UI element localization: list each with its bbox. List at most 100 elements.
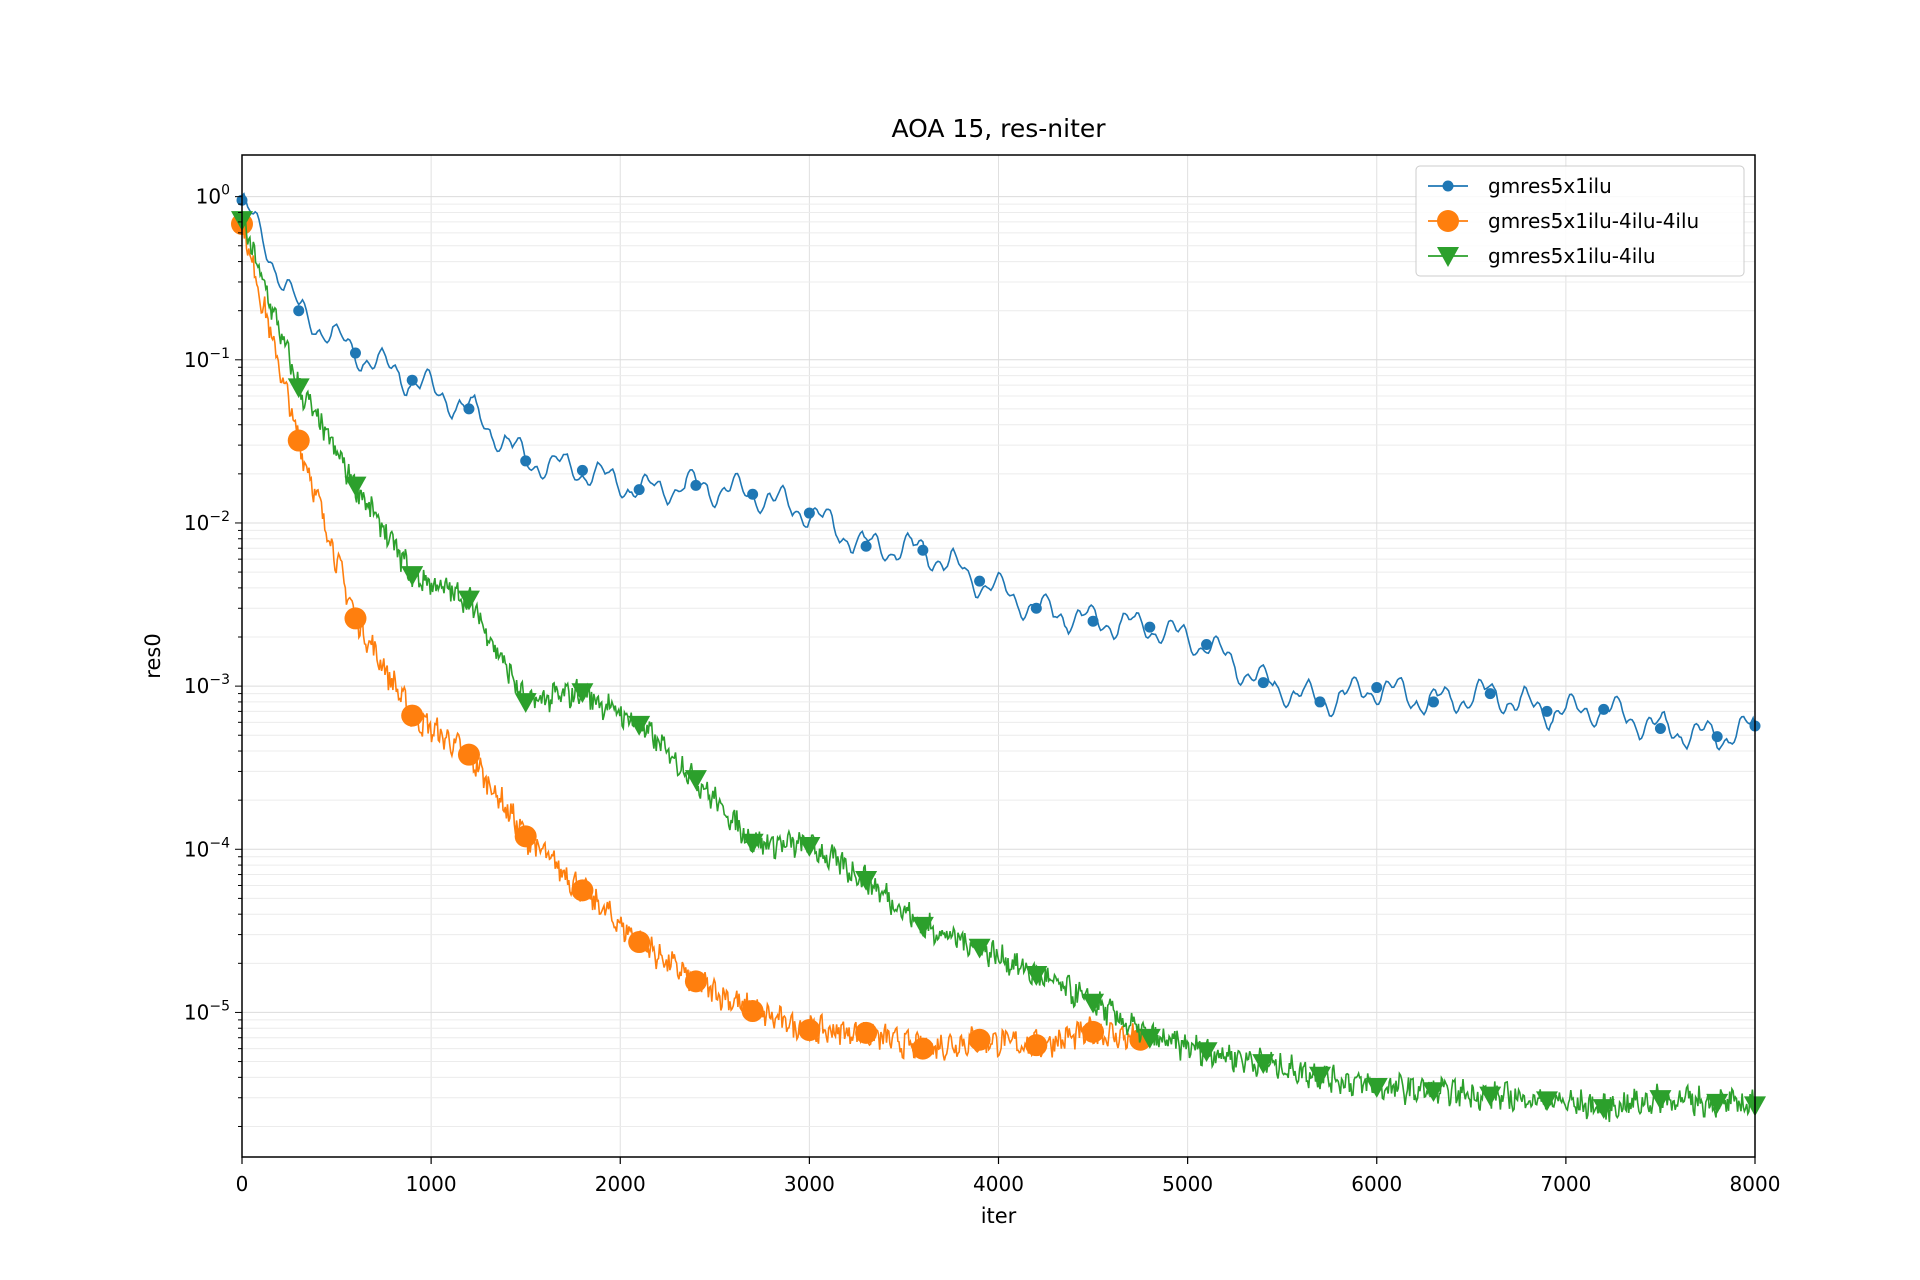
data-point-marker bbox=[1706, 1093, 1729, 1114]
data-point-marker bbox=[1479, 1086, 1502, 1107]
legend-marker bbox=[1437, 247, 1459, 267]
data-point-marker bbox=[401, 704, 424, 727]
x-tick-label: 6000 bbox=[1351, 1172, 1402, 1196]
series-gmres5x1ilu bbox=[236, 192, 1761, 751]
data-point-marker bbox=[1252, 1054, 1275, 1074]
data-point-marker bbox=[1087, 615, 1099, 627]
data-point-marker bbox=[344, 476, 367, 497]
x-axis-label: iter bbox=[981, 1204, 1017, 1228]
x-tick-label: 4000 bbox=[973, 1172, 1024, 1196]
legend-label: gmres5x1ilu-4ilu-4ilu bbox=[1488, 209, 1699, 233]
y-tick-label: 10−3 bbox=[184, 672, 230, 698]
y-tick-label: 10−1 bbox=[184, 346, 230, 372]
y-tick-label: 10−5 bbox=[184, 998, 230, 1024]
data-point-marker bbox=[463, 403, 475, 415]
x-tick-label: 5000 bbox=[1162, 1172, 1213, 1196]
data-point-marker bbox=[803, 507, 815, 519]
x-tick-label: 2000 bbox=[595, 1172, 646, 1196]
data-point-marker bbox=[514, 693, 537, 713]
x-tick-label: 7000 bbox=[1540, 1172, 1591, 1196]
x-tick-label: 0 bbox=[236, 1172, 249, 1196]
data-point-marker bbox=[514, 825, 537, 848]
data-point-marker bbox=[1025, 1034, 1048, 1057]
data-point-marker bbox=[1257, 677, 1269, 689]
data-point-marker bbox=[1422, 1082, 1445, 1102]
chart-title: AOA 15, res-niter bbox=[891, 114, 1106, 143]
series-line bbox=[241, 212, 1756, 1123]
data-point-marker bbox=[1138, 1028, 1161, 1049]
legend-item: gmres5x1ilu-4ilu-4ilu bbox=[1428, 209, 1699, 233]
data-point-marker bbox=[974, 575, 986, 587]
x-tick-label: 3000 bbox=[784, 1172, 835, 1196]
data-point-marker bbox=[349, 347, 361, 359]
legend-box bbox=[1415, 165, 1745, 277]
data-point-marker bbox=[741, 833, 764, 854]
ticks: 0 1000 2000 3000 4000 5000 6000 7000 8000 100 10−1… bbox=[184, 183, 1781, 1196]
legend-marker bbox=[1442, 180, 1454, 192]
data-point-marker bbox=[690, 479, 702, 491]
data-point-marker bbox=[1654, 722, 1666, 734]
legend-item: gmres5x1ilu bbox=[1428, 174, 1612, 198]
data-point-marker bbox=[287, 429, 310, 452]
data-point-marker bbox=[855, 1021, 878, 1044]
data-point-marker bbox=[968, 1028, 991, 1051]
data-point-marker bbox=[1030, 602, 1042, 614]
data-point-marker bbox=[571, 879, 594, 902]
legend-label: gmres5x1ilu-4ilu bbox=[1488, 244, 1656, 268]
y-tick-label: 100 bbox=[196, 183, 230, 209]
data-point-marker bbox=[1314, 696, 1326, 708]
data-point-marker bbox=[1598, 703, 1610, 715]
series-gmres5x1ilu-4ilu bbox=[231, 211, 1766, 1123]
data-point-marker bbox=[1371, 682, 1383, 694]
data-point-marker bbox=[1144, 621, 1156, 633]
data-point-marker bbox=[457, 590, 480, 611]
data-point-marker bbox=[293, 305, 305, 317]
data-point-marker bbox=[968, 938, 991, 959]
data-point-marker bbox=[917, 544, 929, 556]
data-point-marker bbox=[747, 488, 759, 500]
data-point-marker bbox=[576, 464, 588, 476]
series-line bbox=[241, 192, 1756, 751]
data-point-marker bbox=[1082, 993, 1105, 1014]
data-point-marker bbox=[520, 455, 532, 467]
data-point-marker bbox=[1541, 705, 1553, 717]
data-point-marker bbox=[1025, 966, 1048, 986]
data-point-marker bbox=[406, 374, 418, 386]
data-point-marker bbox=[741, 1000, 764, 1023]
data-point-marker bbox=[628, 715, 651, 736]
x-tick-label: 1000 bbox=[406, 1172, 457, 1196]
data-point-marker bbox=[1365, 1078, 1388, 1098]
legend-marker bbox=[1437, 210, 1459, 232]
data-point-marker bbox=[798, 1019, 821, 1042]
x-tick-label: 8000 bbox=[1730, 1172, 1781, 1196]
y-tick-label: 10−4 bbox=[184, 835, 230, 861]
data-point-marker bbox=[1309, 1066, 1332, 1087]
data-point-marker bbox=[911, 916, 934, 937]
data-point-marker bbox=[344, 607, 367, 630]
data-point-marker bbox=[684, 770, 707, 790]
data-point-marker bbox=[1535, 1091, 1558, 1112]
legend: gmres5x1ilu gmres5x1ilu-4ilu-4ilu gmres5x1… bbox=[1415, 165, 1745, 277]
data-point-marker bbox=[860, 540, 872, 552]
data-point-marker bbox=[1711, 731, 1723, 743]
data-point-marker bbox=[684, 970, 707, 993]
data-point-marker bbox=[1082, 1020, 1105, 1043]
y-tick-label: 10−2 bbox=[184, 509, 230, 535]
data-point-marker bbox=[571, 683, 594, 704]
data-point-marker bbox=[1201, 638, 1213, 650]
y-axis-label: res0 bbox=[141, 633, 165, 678]
legend-item: gmres5x1ilu-4ilu bbox=[1428, 244, 1656, 268]
legend-label: gmres5x1ilu bbox=[1488, 174, 1612, 198]
data-point-marker bbox=[1592, 1099, 1615, 1119]
data-point-marker bbox=[1427, 696, 1439, 708]
data-point-marker bbox=[798, 837, 821, 857]
data-point-marker bbox=[911, 1037, 934, 1060]
series-layer bbox=[231, 192, 1766, 1123]
data-point-marker bbox=[1195, 1042, 1218, 1063]
data-point-marker bbox=[1649, 1090, 1672, 1110]
data-point-marker bbox=[1484, 688, 1496, 700]
data-point-marker bbox=[628, 931, 651, 954]
data-point-marker bbox=[287, 378, 310, 399]
data-point-marker bbox=[633, 484, 645, 496]
